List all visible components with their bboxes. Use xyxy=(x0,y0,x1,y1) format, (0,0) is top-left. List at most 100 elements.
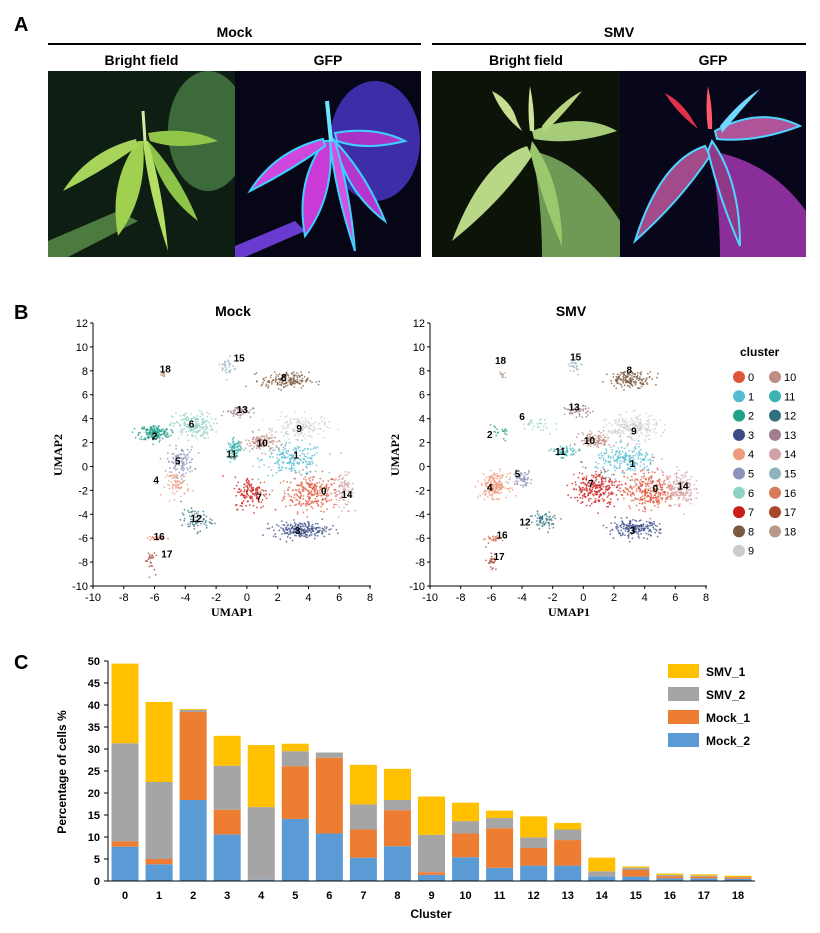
umap-smv-point-cluster-7 xyxy=(583,476,586,479)
umap-mock-point-cluster-2 xyxy=(160,430,163,432)
umap-mock-point-cluster-7 xyxy=(256,498,259,500)
bar-xtick-label: 5 xyxy=(292,890,298,902)
umap-mock-point-cluster-1 xyxy=(269,455,271,458)
umap-mock-point-cluster-7 xyxy=(254,488,257,491)
umap-smv-point-cluster-0 xyxy=(635,504,638,507)
umap-smv-point-cluster-4 xyxy=(489,487,491,490)
umap-mock-point-cluster-10 xyxy=(257,436,259,438)
umap-mock-point-cluster-2 xyxy=(133,427,136,430)
umap-smv-point-cluster-0 xyxy=(650,499,652,502)
umap-mock-point-cluster-7 xyxy=(238,488,240,491)
umap-smv-point-cluster-4 xyxy=(489,478,492,481)
umap-smv-point-cluster-10 xyxy=(598,435,601,437)
umap-mock-point-cluster-0 xyxy=(320,494,322,497)
umap-mock-point-cluster-9 xyxy=(281,411,283,414)
umap-mock-point-cluster-1 xyxy=(296,445,299,448)
umap-smv-point-cluster-6 xyxy=(528,423,531,426)
umap-smv-point-cluster-14 xyxy=(677,494,680,497)
umap-mock-point-cluster-0 xyxy=(315,487,317,489)
cluster-legend-label-18: 18 xyxy=(784,526,796,538)
umap-mock-point-cluster-15 xyxy=(224,360,226,363)
umap-mock-point-cluster-1 xyxy=(301,452,304,455)
umap-mock-point-cluster-14 xyxy=(351,482,354,485)
umap-mock-point-cluster-5 xyxy=(175,464,178,466)
umap-mock-point-cluster-9 xyxy=(309,435,311,437)
umap-smv-point-cluster-8 xyxy=(640,385,643,388)
umap-smv-point-cluster-0 xyxy=(655,491,658,493)
umap-mock-point-cluster-9 xyxy=(328,427,331,430)
umap-mock-point-cluster-2 xyxy=(143,426,146,429)
umap-mock-point-cluster-0 xyxy=(302,498,305,500)
umap-smv-point-cluster-8 xyxy=(605,373,608,376)
umap-smv-point-cluster-9 xyxy=(629,423,631,426)
umap-mock-point-cluster-10 xyxy=(267,445,270,447)
umap-mock-point-cluster-8 xyxy=(287,376,290,379)
umap-mock-point-cluster-3 xyxy=(300,534,303,537)
umap-smv-point-cluster-14 xyxy=(672,488,675,490)
umap-mock-point-cluster-12 xyxy=(193,513,196,515)
umap-smv-point-cluster-4 xyxy=(486,482,489,485)
umap-smv-point-cluster-4 xyxy=(488,491,490,494)
umap-mock-point-cluster-12 xyxy=(188,511,191,514)
umap-mock-point-cluster-4 xyxy=(174,483,177,486)
umap-smv-point-cluster-3 xyxy=(659,528,662,530)
umap-smv-point-cluster-0 xyxy=(632,486,635,488)
umap-smv-point-cluster-9 xyxy=(632,420,635,422)
umap-mock-point-cluster-6 xyxy=(199,415,202,418)
umap-smv-point-cluster-1 xyxy=(647,459,649,461)
umap-smv-point-cluster-7 xyxy=(571,482,574,485)
umap-mock-point-cluster-8 xyxy=(276,381,279,384)
umap-mock-point-cluster-5 xyxy=(181,460,183,463)
smv-bright-field-photo xyxy=(432,71,620,257)
umap-mock-point-cluster-11 xyxy=(226,455,229,458)
umap-mock-point-cluster-6 xyxy=(179,434,182,437)
umap-smv-point-cluster-0 xyxy=(636,479,639,482)
umap-smv-point-cluster-9 xyxy=(602,419,605,422)
umap-smv-point-cluster-14 xyxy=(669,475,671,478)
umap-mock-point-cluster-2 xyxy=(144,438,147,441)
umap-smv-point-cluster-7 xyxy=(593,474,595,477)
umap-smv-point-cluster-8 xyxy=(617,376,620,379)
umap-smv-point-cluster-12 xyxy=(547,531,549,534)
umap-smv-point-cluster-9 xyxy=(607,429,610,432)
umap-smv-point-cluster-0 xyxy=(663,491,666,493)
umap-smv-point-cluster-15 xyxy=(567,363,570,366)
umap-mock-point-cluster-5 xyxy=(174,460,177,463)
umap-smv-point-cluster-1 xyxy=(621,450,624,453)
umap-smv-point-cluster-10 xyxy=(627,442,629,445)
umap-smv-point-cluster-0 xyxy=(643,472,645,475)
umap-mock-point-cluster-1 xyxy=(276,457,279,460)
umap-mock-point-cluster-16 xyxy=(153,537,155,540)
umap-mock-point-cluster-2 xyxy=(152,443,155,446)
umap-mock-point-cluster-10 xyxy=(244,447,247,449)
umap-smv-cluster-label-6: 6 xyxy=(519,412,525,423)
umap-mock-point-cluster-8 xyxy=(292,377,295,379)
umap-mock-point-cluster-5 xyxy=(181,449,184,451)
umap-mock-point-cluster-0 xyxy=(310,502,313,504)
umap-smv-point-cluster-18 xyxy=(504,371,506,374)
umap-mock-point-cluster-0 xyxy=(311,479,314,481)
umap-mock-point-cluster-0 xyxy=(302,511,305,514)
umap-smv-point-cluster-0 xyxy=(648,482,651,485)
umap-mock-point-cluster-8 xyxy=(277,388,280,390)
umap-mock-point-cluster-11 xyxy=(229,455,232,458)
umap-mock-point-cluster-0 xyxy=(311,493,314,496)
umap-smv-point-cluster-11 xyxy=(579,449,582,452)
umap-smv-point-cluster-9 xyxy=(645,419,648,422)
umap-mock-point-cluster-0 xyxy=(305,481,308,484)
umap-mock-point-cluster-12 xyxy=(203,523,206,525)
umap-mock-point-cluster-1 xyxy=(305,472,307,475)
umap-mock-point-cluster-10 xyxy=(263,438,266,440)
umap-smv-point-cluster-6 xyxy=(531,428,534,431)
umap-mock-point-cluster-1 xyxy=(307,457,309,459)
cluster-legend-swatch-6 xyxy=(733,486,745,499)
umap-smv-point-cluster-1 xyxy=(638,450,641,453)
umap-mock-point-cluster-0 xyxy=(320,484,322,487)
umap-smv-point-cluster-0 xyxy=(634,497,637,500)
umap-mock-point-cluster-17 xyxy=(153,552,156,554)
umap-smv-point-cluster-0 xyxy=(650,494,653,496)
umap-mock-point-cluster-0 xyxy=(283,498,285,501)
umap-mock-point-cluster-1 xyxy=(276,453,279,456)
umap-mock-point-cluster-3 xyxy=(294,528,296,531)
umap-mock-point-cluster-1 xyxy=(306,471,308,474)
